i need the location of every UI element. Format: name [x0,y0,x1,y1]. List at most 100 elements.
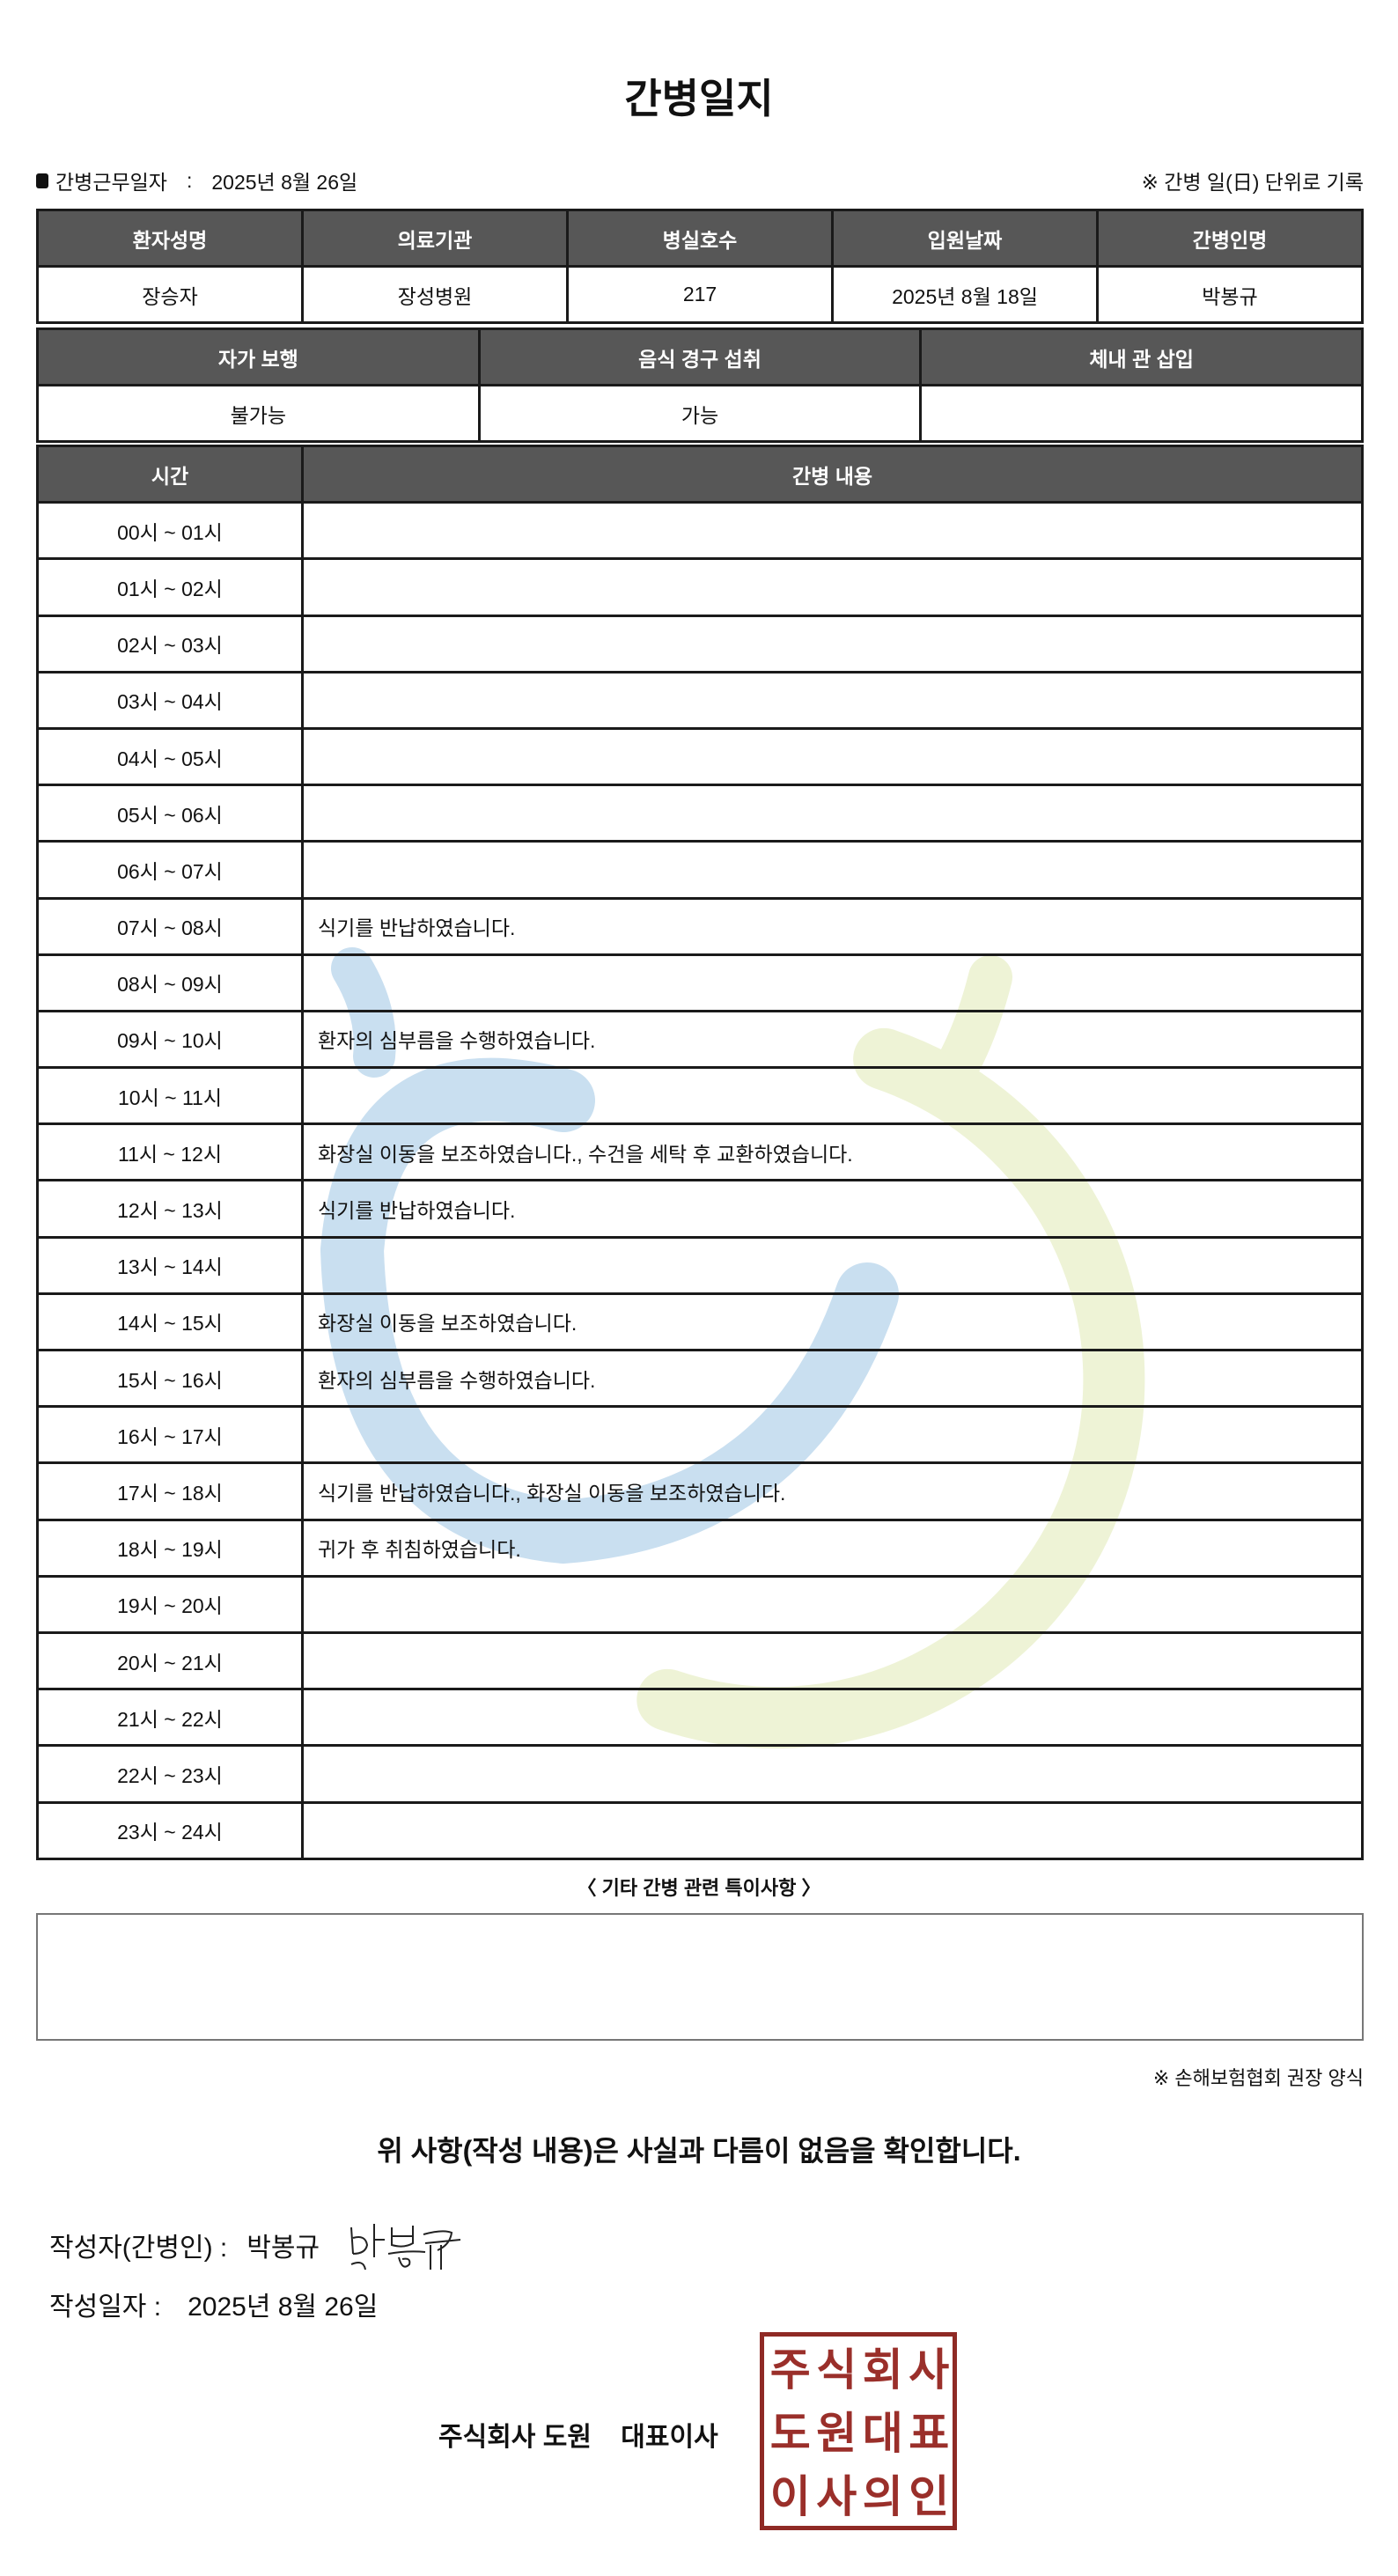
page-title: 간병일지 [624,76,774,121]
table-row: 18시 ~ 19시 귀가 후 취침하였습니다. [36,1518,1364,1578]
association-note: ※ 손해보험협회 권장 양식 [1152,2067,1364,2089]
stamp-glyph: 대 [862,2409,903,2458]
bullet-icon [36,173,48,188]
stamp-glyph: 사 [816,2472,857,2521]
time-slot: 16시 ~ 17시 [36,1405,304,1465]
header-admission-date: 입원날짜 [831,209,1099,268]
company-representative: 주식회사 도원 대표이사 [438,2423,718,2452]
table-row: 14시 ~ 15시 화장실 이동을 보조하였습니다. [36,1292,1364,1352]
time-slot: 20시 ~ 21시 [36,1630,304,1691]
care-content [301,501,1364,561]
stamp-glyph: 주 [769,2345,811,2395]
work-date-label: 간병근무일자 [55,171,167,194]
time-slot: 06시 ~ 07시 [36,840,304,900]
care-content [301,1405,1364,1465]
time-slot: 17시 ~ 18시 [36,1461,304,1521]
time-slot: 19시 ~ 20시 [36,1574,304,1634]
time-slot: 13시 ~ 14시 [36,1235,304,1295]
care-content [301,1800,1364,1860]
time-slot: 03시 ~ 04시 [36,670,304,730]
write-date-line: 작성일자 : 2025년 8월 26일 [49,2285,378,2323]
time-slot: 01시 ~ 02시 [36,557,304,617]
stamp-glyph: 의 [862,2472,903,2521]
care-log-table: 시간 간병 내용 00시 ~ 01시 01시 ~ 02시 02시 ~ 03시 03시 … [36,444,1364,1860]
stamp-glyph: 표 [909,2409,949,2458]
header-hospital: 의료기관 [301,209,569,268]
time-slot: 11시 ~ 12시 [36,1122,304,1182]
time-slot: 00시 ~ 01시 [36,501,304,561]
stamp-glyph: 회 [862,2345,903,2395]
table-row: 19시 ~ 20시 [36,1574,1364,1634]
stamp-glyph: 인 [909,2472,949,2521]
care-content: 귀가 후 취침하였습니다. [301,1518,1364,1578]
time-slot: 10시 ~ 11시 [36,1066,304,1126]
patient-info-table: 환자성명 의료기관 병실호수 입원날짜 간병인명 장승자 장성병원 217 20… [36,209,1364,324]
care-content [301,784,1364,843]
care-content [301,1744,1364,1804]
write-date-label: 작성일자 : [49,2293,162,2322]
time-slot: 21시 ~ 22시 [36,1688,304,1748]
header-oral-intake: 음식 경구 섭취 [477,328,923,386]
time-slot: 14시 ~ 15시 [36,1292,304,1352]
care-content [301,1688,1364,1748]
table-row: 08시 ~ 09시 [36,953,1364,1012]
stamp-glyph: 원 [816,2409,857,2458]
writer-line: 작성자(간병인) : 박봉규 [49,2219,496,2271]
writer-name: 박봉규 [246,2234,320,2263]
table-row: 12시 ~ 13시 식기를 반납하였습니다. [36,1179,1364,1239]
care-content [301,1630,1364,1691]
care-content: 식기를 반납하였습니다., 화장실 이동을 보조하였습니다. [301,1461,1364,1521]
time-slot: 04시 ~ 05시 [36,726,304,787]
etc-label: 〈 기타 간병 관련 특이사항 〉 [577,1877,821,1899]
unit-note: ※ 간병 일(日) 단위로 기록 [1141,171,1364,194]
table-row: 13시 ~ 14시 [36,1235,1364,1295]
care-content: 환자의 심부름을 수행하였습니다. [301,1009,1364,1070]
time-slot: 12시 ~ 13시 [36,1179,304,1239]
time-slot: 18시 ~ 19시 [36,1518,304,1578]
stamp-glyph: 도 [769,2409,811,2458]
time-slot: 15시 ~ 16시 [36,1348,304,1409]
table-row: 11시 ~ 12시 화장실 이동을 보조하였습니다., 수건을 세탁 후 교환하였… [36,1122,1364,1182]
table-row: 21시 ~ 22시 [36,1688,1364,1748]
table-row: 05시 ~ 06시 [36,784,1364,843]
table-row: 02시 ~ 03시 [36,614,1364,673]
table-row: 06시 ~ 07시 [36,840,1364,900]
care-content: 식기를 반납하였습니다. [301,896,1364,956]
table-row: 20시 ~ 21시 [36,1630,1364,1691]
care-content: 화장실 이동을 보조하였습니다., 수건을 세탁 후 교환하였습니다. [301,1122,1364,1182]
time-slot: 07시 ~ 08시 [36,896,304,956]
header-patient-name: 환자성명 [36,209,304,268]
header-room: 병실호수 [566,209,834,268]
header-time: 시간 [36,444,304,504]
care-content [301,953,1364,1012]
time-slot: 09시 ~ 10시 [36,1009,304,1070]
time-slot: 08시 ~ 09시 [36,953,304,1012]
hospital: 장성병원 [301,265,569,324]
care-content: 화장실 이동을 보조하였습니다. [301,1292,1364,1352]
time-slot: 02시 ~ 03시 [36,614,304,673]
stamp-glyph: 사 [909,2345,949,2395]
care-content [301,840,1364,900]
confirm-statement: 위 사항(작성 내용)은 사실과 다름이 없음을 확인합니다. [377,2135,1021,2167]
care-content: 식기를 반납하였습니다. [301,1179,1364,1239]
care-content [301,1235,1364,1295]
write-date: 2025년 8월 26일 [188,2293,379,2322]
self-walking: 불가능 [36,384,481,443]
room-number: 217 [566,265,834,324]
work-date-value: 2025년 8월 26일 [211,171,358,194]
stamp-glyph: 식 [816,2345,857,2395]
writer-label: 작성자(간병인) : [49,2234,228,2263]
care-content: 환자의 심부름을 수행하였습니다. [301,1348,1364,1409]
header-self-walking: 자가 보행 [36,328,481,386]
header-caregiver: 간병인명 [1096,209,1364,268]
table-row: 04시 ~ 05시 [36,726,1364,787]
header-tube-insertion: 체내 관 삽입 [919,328,1364,386]
table-row: 00시 ~ 01시 [36,501,1364,561]
care-content [301,557,1364,617]
time-slot: 05시 ~ 06시 [36,784,304,843]
table-row: 15시 ~ 16시 환자의 심부름을 수행하였습니다. [36,1348,1364,1409]
care-content [301,670,1364,730]
table-row: 03시 ~ 04시 [36,670,1364,730]
care-content [301,1066,1364,1126]
